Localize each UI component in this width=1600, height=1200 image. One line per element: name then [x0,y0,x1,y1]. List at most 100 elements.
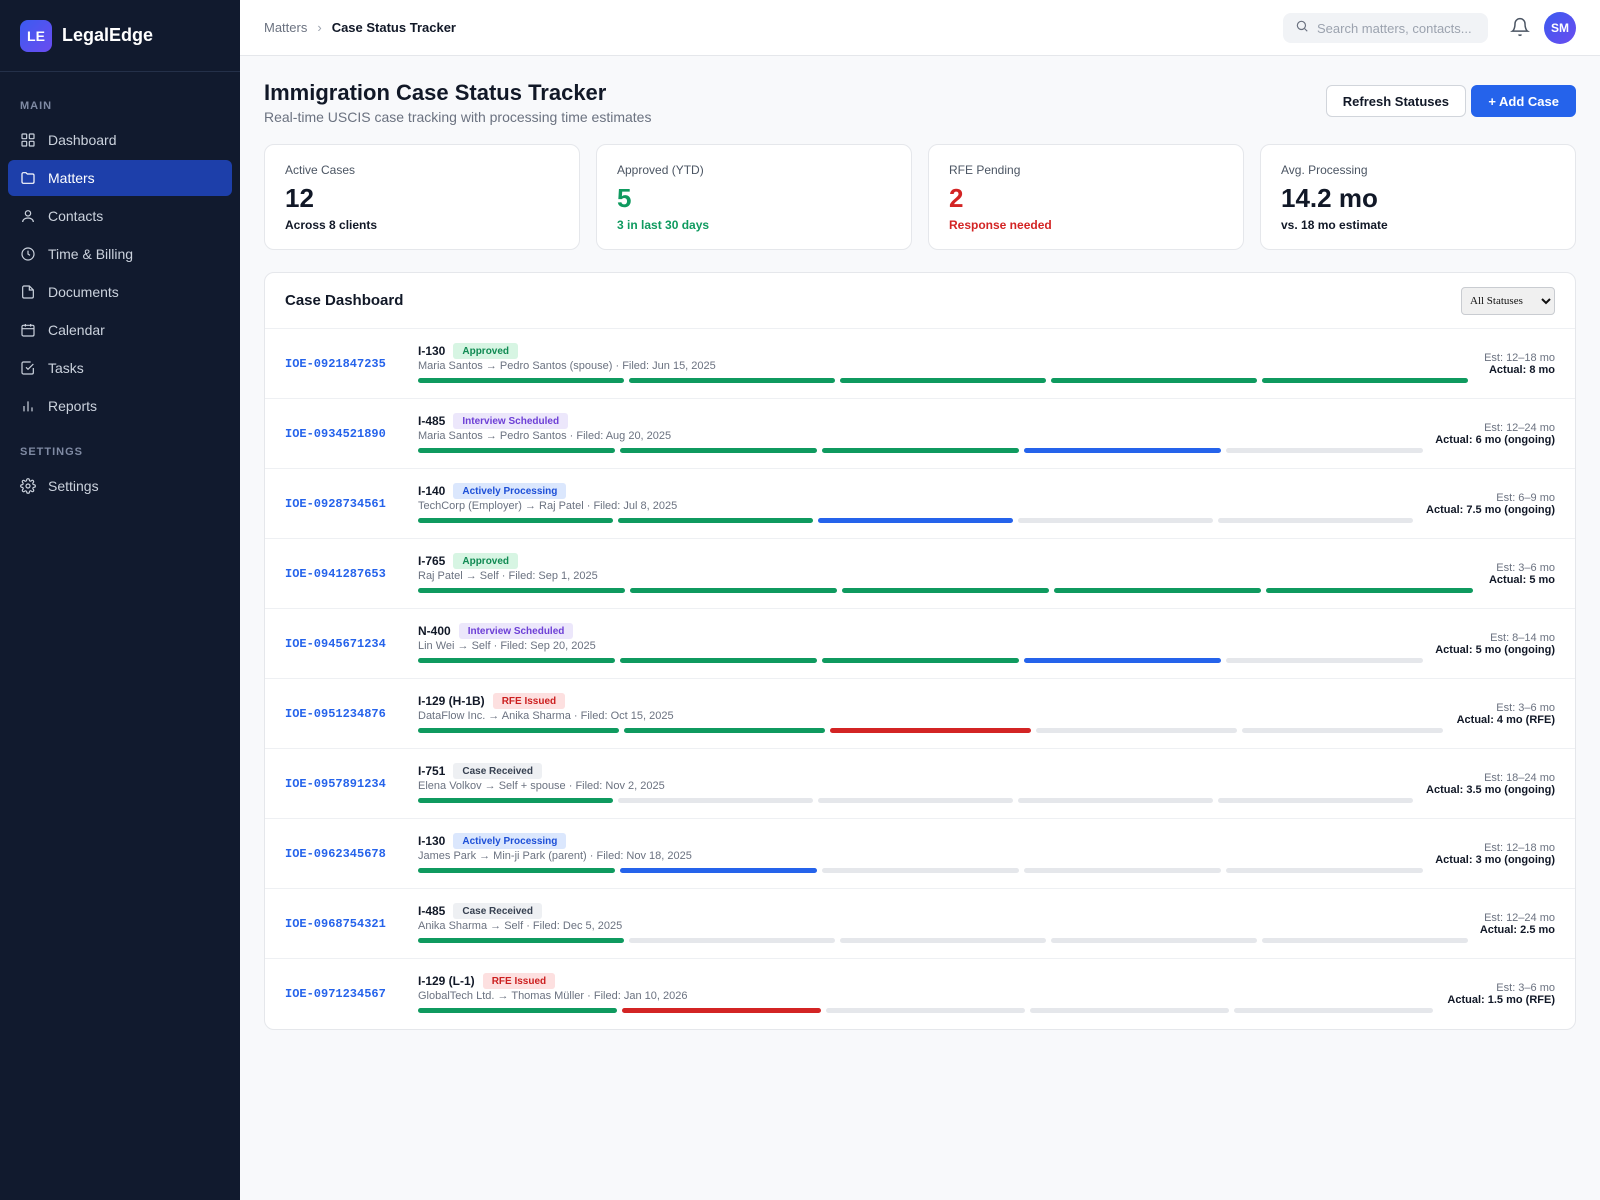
avatar[interactable]: SM [1544,12,1576,44]
progress-segment [418,588,625,593]
actual-time: Actual: 2.5 mo [1479,924,1555,936]
case-progress [418,448,1423,453]
case-receipt-number[interactable]: IOE-0934521890 [285,427,386,441]
case-receipt-number[interactable]: IOE-0941287653 [285,567,386,581]
case-row[interactable]: IOE-0968754321 I-485 Case Received Anika Sh… [265,889,1575,959]
status-badge: RFE Issued [492,693,566,709]
page-header: Immigration Case Status Tracker Real-tim… [264,56,1576,144]
case-receipt-number[interactable]: IOE-0945671234 [285,637,386,651]
case-parties: TechCorp (Employer) → Raj Patel · Filed:… [418,500,678,512]
progress-segment [818,518,1013,523]
sidebar-item-label: Documents [48,284,119,300]
progress-segment [620,658,817,663]
progress-segment [1051,378,1257,383]
case-receipt-number[interactable]: IOE-0971234567 [285,987,386,1001]
case-row[interactable]: IOE-0962345678 I-130 Actively Processing Ja… [265,819,1575,889]
processing-time: Est: 6–9 mo Actual: 7.5 mo (ongoing) [1426,492,1555,516]
progress-segment [620,448,817,453]
sidebar-item-settings[interactable]: Settings [8,468,232,504]
sidebar-item-matters[interactable]: Matters [8,160,232,196]
case-row[interactable]: IOE-0928734561 I-140 Actively Processing Te… [265,469,1575,539]
case-receipt-number[interactable]: IOE-0928734561 [285,497,386,511]
stat-label: Active Cases [285,163,356,177]
case-form-type: I-130 [418,834,446,848]
breadcrumb-separator: › [317,20,322,35]
search-input[interactable] [1317,20,1477,36]
brand-logo: LE [20,19,52,52]
case-parties: DataFlow Inc. → Anika Sharma · Filed: Oc… [418,710,674,722]
estimated-time: Est: 12–24 mo [1484,912,1555,924]
progress-segment [818,798,1013,803]
case-form-type: N-400 [418,624,451,638]
case-progress [418,518,1413,523]
sidebar-item-contacts[interactable]: Contacts [8,198,232,234]
case-row[interactable]: IOE-0971234567 I-129 (L-1) RFE Issued Globa… [265,959,1575,1029]
progress-segment [822,658,1019,663]
stat-value: 14.2 mo [1281,183,1378,213]
case-heading: I-130 Actively Processing [418,833,567,849]
page-subtitle: Real-time USCIS case tracking with proce… [264,109,652,125]
progress-segment [1218,518,1413,523]
case-progress [418,868,1423,873]
refresh-statuses-button[interactable]: Refresh Statuses [1325,85,1466,117]
stat-value: 2 [949,183,964,213]
stats-row: Active Cases 12 Across 8 clients Approve… [264,144,1576,250]
status-badge: Actively Processing [453,833,567,849]
sidebar-item-documents[interactable]: Documents [8,274,232,310]
case-progress [418,378,1468,383]
sidebar-item-tasks[interactable]: Tasks [8,350,232,386]
sidebar-item-calendar[interactable]: Calendar [8,312,232,348]
case-receipt-number[interactable]: IOE-0962345678 [285,847,386,861]
progress-segment [418,448,615,453]
case-receipt-number[interactable]: IOE-0957891234 [285,777,386,791]
search-box[interactable] [1283,13,1488,43]
sidebar-item-time-billing[interactable]: Time & Billing [8,236,232,272]
case-row[interactable]: IOE-0941287653 I-765 Approved Raj Patel → S… [265,539,1575,609]
status-badge: Interview Scheduled [458,623,574,639]
case-row[interactable]: IOE-0957891234 I-751 Case Received Elena Vo… [265,749,1575,819]
add-case-button[interactable]: + Add Case [1471,85,1576,117]
case-receipt-number[interactable]: IOE-0921847235 [285,357,386,371]
case-receipt-number[interactable]: IOE-0951234876 [285,707,386,721]
progress-segment [822,448,1019,453]
brand[interactable]: LE LegalEdge [0,0,240,72]
main-content: Immigration Case Status Tracker Real-tim… [264,56,1576,1030]
case-row[interactable]: IOE-0951234876 I-129 (H-1B) RFE Issued Data… [265,679,1575,749]
search-icon [1295,19,1317,38]
case-form-type: I-140 [418,484,446,498]
case-row[interactable]: IOE-0945671234 N-400 Interview Scheduled Li… [265,609,1575,679]
case-list: IOE-0921847235 I-130 Approved Maria Santos … [265,329,1575,1029]
case-form-type: I-130 [418,344,446,358]
stat-card-active-cases: Active Cases 12 Across 8 clients [264,144,580,250]
estimated-time: Est: 3–6 mo [1496,982,1555,994]
progress-segment [418,938,624,943]
case-progress [418,938,1468,943]
case-form-type: I-485 [418,904,446,918]
case-parties: Maria Santos → Pedro Santos (spouse) · F… [418,360,716,372]
breadcrumb-parent[interactable]: Matters [264,20,308,35]
case-heading: I-485 Case Received [418,903,542,919]
estimated-time: Est: 18–24 mo [1484,772,1555,784]
progress-segment [1054,588,1261,593]
case-heading: N-400 Interview Scheduled [418,623,574,639]
case-receipt-number[interactable]: IOE-0968754321 [285,917,386,931]
clock-icon [20,246,36,262]
case-form-type: I-485 [418,414,446,428]
status-filter-select[interactable]: All Statuses [1461,286,1555,315]
case-parties: Elena Volkov → Self + spouse · Filed: No… [418,780,665,792]
calendar-icon [20,322,36,338]
processing-time: Est: 3–6 mo Actual: 4 mo (RFE) [1457,702,1555,726]
processing-time: Est: 3–6 mo Actual: 1.5 mo (RFE) [1447,982,1555,1006]
stat-note: 3 in last 30 days [617,218,710,232]
progress-segment [1036,728,1237,733]
case-row[interactable]: IOE-0921847235 I-130 Approved Maria Santos … [265,329,1575,399]
bell-icon[interactable] [1510,17,1530,37]
sidebar-item-label: Time & Billing [48,246,134,262]
sidebar-item-reports[interactable]: Reports [8,388,232,424]
stat-note: vs. 18 mo estimate [1281,218,1388,232]
progress-segment [840,938,1046,943]
case-row[interactable]: IOE-0934521890 I-485 Interview Scheduled Ma… [265,399,1575,469]
progress-segment [1024,448,1221,453]
sidebar-item-dashboard[interactable]: Dashboard [8,122,232,158]
estimated-time: Est: 3–6 mo [1496,702,1555,714]
